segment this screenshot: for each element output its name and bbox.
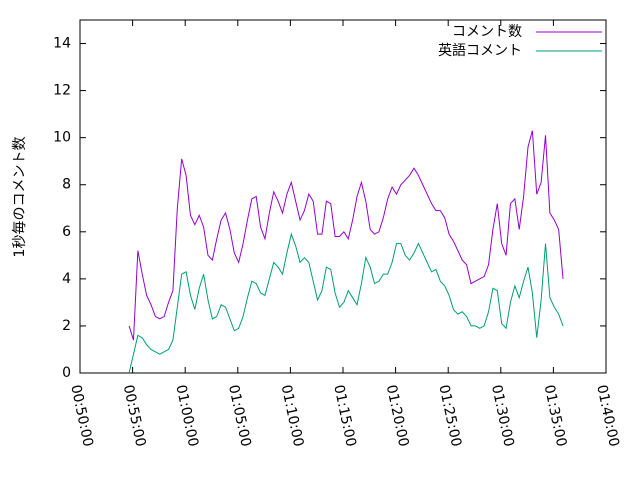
x-tick-label: 01:35:00 bbox=[541, 383, 570, 448]
legend-label: 英語コメント bbox=[438, 42, 522, 59]
data-line bbox=[128, 130, 564, 341]
x-tick-label: 01:10:00 bbox=[278, 383, 307, 448]
y-tick-label: 10 bbox=[53, 130, 71, 146]
plot-border bbox=[79, 19, 607, 374]
x-tick-label: 01:05:00 bbox=[225, 383, 254, 448]
y-axis-label: 1秒毎のコメント数 bbox=[12, 137, 28, 258]
y-tick-label: 0 bbox=[62, 365, 71, 381]
x-tick-label: 01:40:00 bbox=[593, 383, 622, 448]
y-tick-label: 8 bbox=[62, 177, 71, 193]
legend-label: コメント数 bbox=[452, 24, 522, 40]
y-tick-label: 12 bbox=[53, 83, 71, 99]
y-tick-label: 6 bbox=[62, 224, 71, 240]
y-tick-label: 4 bbox=[62, 271, 71, 287]
x-tick-label: 01:00:00 bbox=[172, 383, 201, 448]
x-tick-label: 00:50:00 bbox=[67, 383, 96, 448]
x-tick-label: 01:30:00 bbox=[488, 383, 517, 448]
y-tick-label: 2 bbox=[62, 318, 71, 334]
y-tick-label: 14 bbox=[53, 36, 71, 52]
x-tick-label: 01:25:00 bbox=[435, 383, 464, 448]
data-line bbox=[128, 232, 564, 374]
x-tick-label: 00:55:00 bbox=[120, 383, 149, 448]
x-tick-label: 01:20:00 bbox=[383, 383, 412, 448]
x-tick-label: 01:15:00 bbox=[330, 383, 359, 448]
